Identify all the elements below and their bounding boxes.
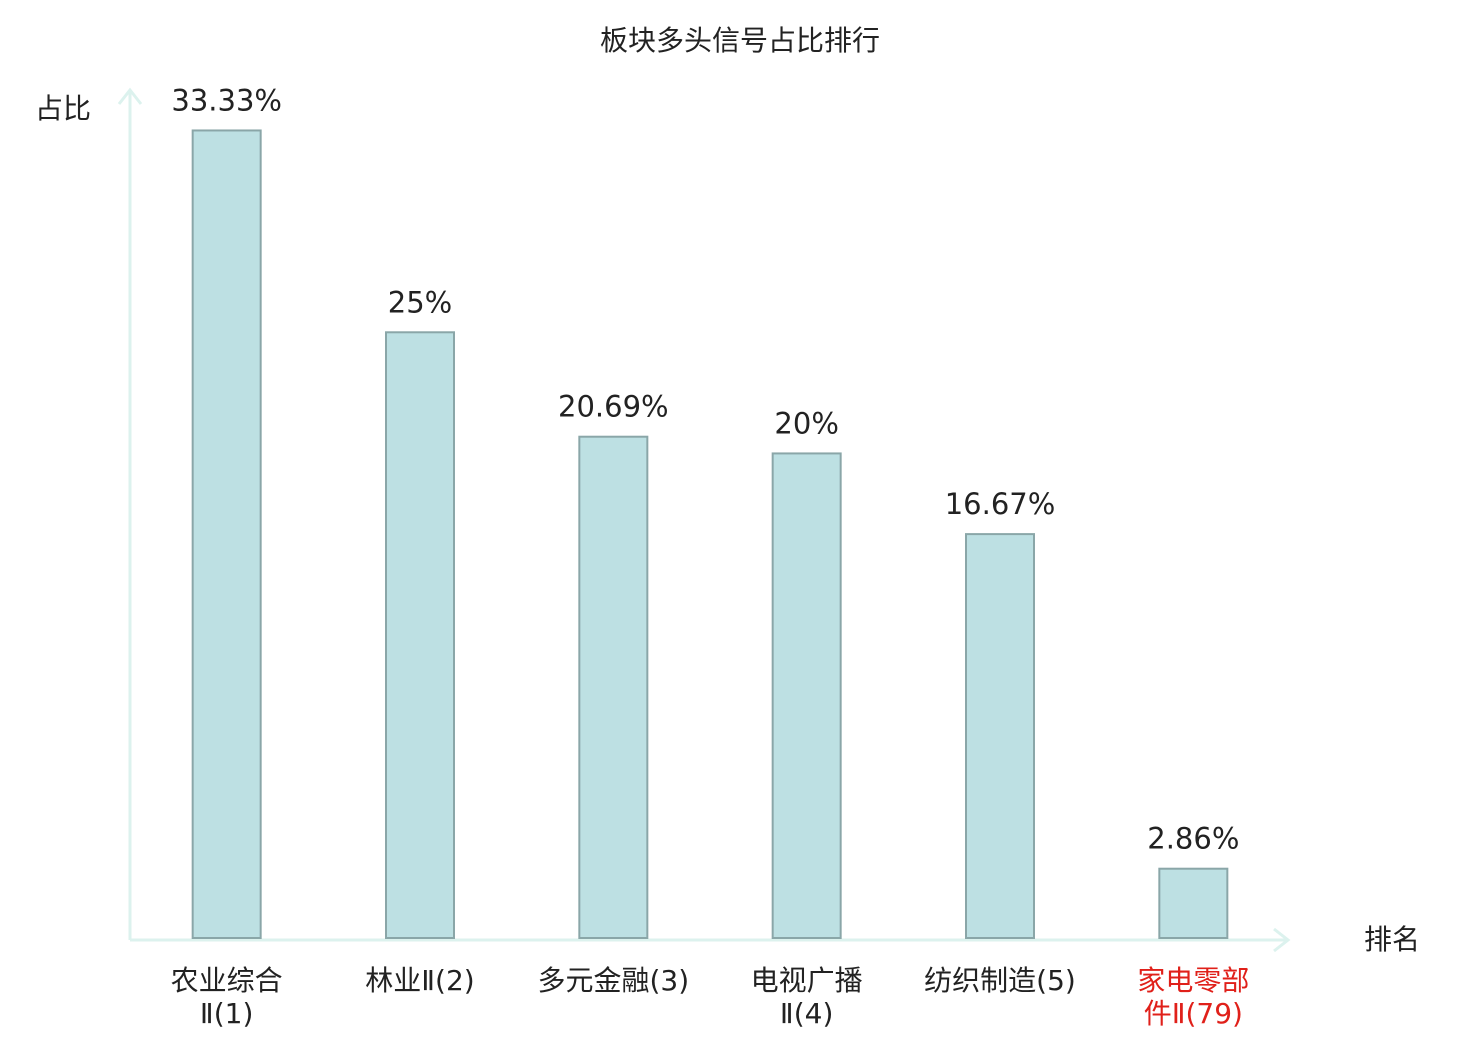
x-axis-label: 排名 — [1364, 923, 1420, 956]
bar — [771, 452, 842, 939]
x-tick-label: 多元金融(3) — [537, 964, 690, 997]
bar — [965, 533, 1035, 940]
value-label: 25% — [388, 285, 452, 319]
x-tick-label: 林业Ⅱ(2) — [365, 964, 475, 997]
bar — [578, 435, 649, 939]
value-label: 20% — [774, 406, 838, 440]
x-tick-label: 家电零部 件Ⅱ(79) — [1137, 964, 1250, 1030]
axes — [117, 87, 1291, 953]
x-tick-label: 农业综合 Ⅱ(1) — [170, 964, 283, 1030]
y-axis-label: 占比 — [35, 92, 91, 125]
x-axis-arrow — [1273, 927, 1291, 953]
x-tick-label: 电视广播 Ⅱ(4) — [750, 964, 863, 1030]
value-label: 20.69% — [558, 390, 669, 424]
bar — [191, 129, 262, 939]
value-label: 33.33% — [171, 83, 282, 117]
chart-title: 板块多头信号占比排行 — [600, 24, 880, 57]
y-axis-arrow — [117, 87, 143, 105]
bar — [1158, 867, 1229, 940]
value-label: 16.67% — [945, 487, 1056, 521]
x-tick-label: 纺织制造(5) — [924, 964, 1076, 997]
bar — [385, 331, 455, 939]
value-label: 2.86% — [1147, 822, 1239, 856]
